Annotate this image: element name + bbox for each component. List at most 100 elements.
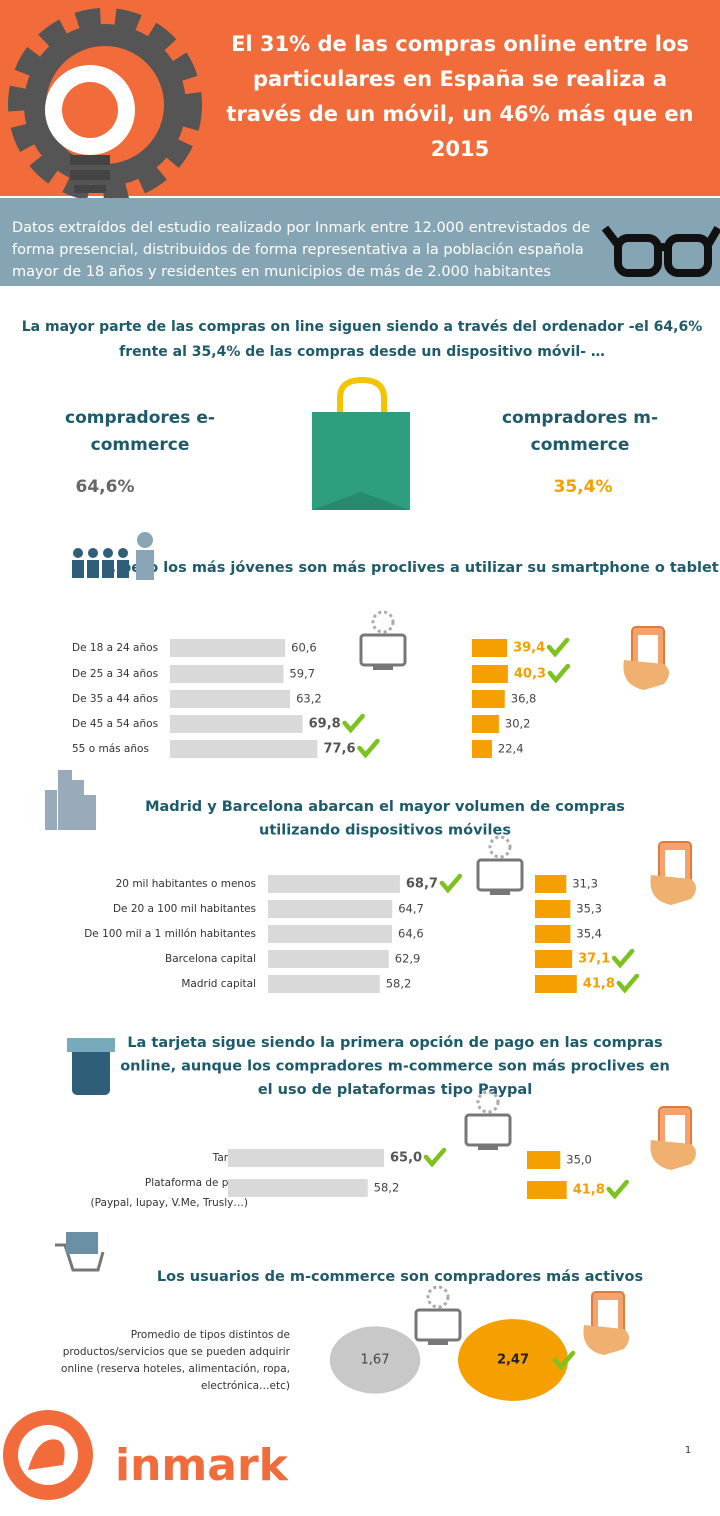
ecommerce-bar	[268, 975, 380, 993]
computer-icon	[428, 1341, 448, 1345]
mcommerce-bar	[472, 639, 508, 657]
cart-icon	[55, 1243, 105, 1272]
section: La tarjeta sigue siendo la primera opció…	[91, 1035, 696, 1209]
city-icon	[58, 770, 72, 830]
person-icon	[117, 560, 129, 578]
person-icon	[137, 532, 153, 548]
mcommerce-label: commerce	[531, 435, 630, 455]
subtitle-line: forma presencial, distribuidos de forma …	[12, 242, 584, 258]
check-icon	[611, 948, 635, 969]
computer-icon	[478, 1146, 498, 1150]
person-icon	[136, 550, 154, 580]
person-icon	[73, 548, 83, 558]
city-icon	[84, 795, 96, 830]
ecommerce-value-label: 68,7	[406, 877, 438, 892]
mcommerce-value-label: 36,8	[511, 692, 537, 706]
ecommerce-bubble-label: 1,67	[361, 1353, 390, 1368]
mcommerce-value-label: 31,3	[572, 877, 598, 891]
shopping-bag	[312, 376, 410, 510]
ecommerce-bar	[170, 665, 284, 683]
ecommerce-value-label: 64,7	[398, 902, 424, 916]
mcommerce-bar	[535, 900, 571, 918]
ecommerce-value-label: 77,6	[323, 742, 355, 757]
phone-icon	[638, 635, 658, 665]
check-icon	[547, 663, 571, 684]
phone-icon	[598, 1300, 618, 1330]
activity: Los usuarios de m-commerce son comprador…	[55, 1232, 643, 1401]
computer-icon	[476, 858, 524, 892]
hand-icon	[623, 660, 669, 690]
computer-icon	[488, 835, 512, 859]
gear-icon	[8, 8, 202, 202]
ecommerce-value-label: 58,2	[374, 1181, 400, 1195]
title-line: El 31% de las compras online entre los	[231, 32, 689, 56]
check-icon	[552, 1350, 576, 1371]
person-icon	[72, 560, 84, 578]
person-icon	[88, 548, 98, 558]
check-icon	[423, 1147, 447, 1168]
cart-icon	[66, 1232, 98, 1254]
subtitle-line: Datos extraídos del estudio realizado po…	[12, 220, 590, 236]
subtitle: Datos extraídos del estudio realizado po…	[12, 220, 590, 280]
mcommerce-bubble-label: 2,47	[497, 1353, 529, 1368]
ecommerce-value-label: 69,8	[309, 717, 341, 732]
ecommerce-value-label: 65,0	[390, 1151, 422, 1166]
mcommerce-value-label: 35,0	[566, 1153, 592, 1167]
check-icon	[616, 973, 640, 994]
ecommerce-share: 64,6%	[76, 477, 135, 497]
ecommerce-bar	[268, 950, 389, 968]
hand-icon	[583, 1325, 629, 1355]
section: … pero los más jóvenes son más proclives…	[72, 560, 719, 759]
ecommerce-bar	[170, 690, 291, 708]
mcommerce-bar	[472, 665, 508, 683]
person-icon	[102, 560, 114, 578]
section-title: Madrid y Barcelona abarcan el mayor volu…	[145, 799, 625, 815]
category-label: De 25 a 34 años	[72, 668, 158, 680]
phone-icon	[665, 850, 685, 880]
computer-icon	[359, 633, 407, 667]
description-line: Promedio de tipos distintos de	[131, 1329, 290, 1341]
computer-icon	[490, 891, 510, 895]
category-label: Madrid capital	[181, 978, 256, 990]
ecommerce-bar	[170, 740, 318, 758]
mcommerce-label: compradores m-	[502, 408, 658, 428]
category-label: De 45 a 54 años	[72, 718, 158, 730]
shop-phone-icon	[72, 1040, 110, 1095]
description-line: productos/servicios que se pueden adquir…	[63, 1346, 291, 1358]
intro-line: frente al 35,4% de las compras desde un …	[119, 344, 605, 360]
category-label: De 18 a 24 años	[72, 642, 158, 654]
page-number: 1	[685, 1445, 691, 1456]
sections: … pero los más jóvenes son más proclives…	[45, 532, 719, 1209]
person-icon	[103, 548, 113, 558]
ecommerce-value-label: 64,6	[398, 927, 424, 941]
category-label: 20 mil habitantes o menos	[116, 878, 256, 890]
category-label: Plataforma de pago	[145, 1177, 248, 1189]
computer-icon	[414, 1308, 462, 1342]
mcommerce-value-label: 41,8	[573, 1183, 605, 1198]
mcommerce-bar	[472, 690, 505, 708]
phone-icon	[665, 1115, 685, 1145]
check-icon	[439, 873, 463, 894]
check-icon	[546, 637, 570, 658]
glasses-icon	[601, 225, 720, 277]
ecommerce-bar	[268, 875, 400, 893]
mcommerce-value-label: 22,4	[498, 742, 524, 756]
person-icon	[118, 548, 128, 558]
description-line: online (reserva hoteles, alimentación, r…	[61, 1363, 290, 1375]
ecommerce-bar	[268, 925, 393, 943]
computer-icon	[464, 1113, 512, 1147]
city-icon	[72, 780, 84, 830]
ecommerce-value-label: 58,2	[386, 977, 412, 991]
city-icon	[45, 790, 57, 830]
section-title: utilizando dispositivos móviles	[259, 823, 511, 839]
title: El 31% de las compras online entre los pa…	[226, 32, 693, 161]
title-line: 2015	[431, 137, 489, 161]
ecommerce-bubble	[329, 1326, 421, 1394]
description-line: electrónica…etc)	[201, 1380, 290, 1392]
mcommerce-bar	[472, 715, 499, 733]
mcommerce-bar	[535, 925, 571, 943]
category-label: De 35 a 44 años	[72, 693, 158, 705]
mcommerce-bar	[472, 740, 492, 758]
mcommerce-bar	[535, 950, 573, 968]
ecommerce-bar	[228, 1179, 368, 1197]
